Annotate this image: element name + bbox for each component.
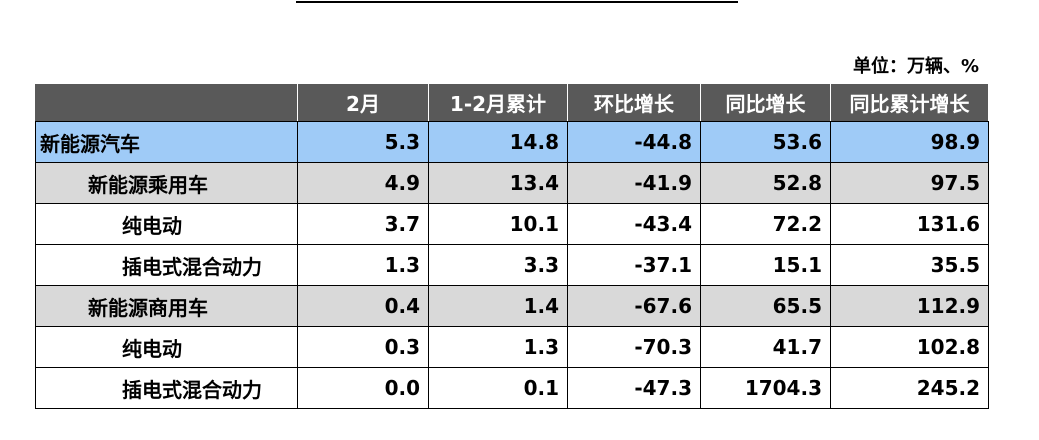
row-label: 插电式混合动力	[35, 367, 298, 409]
value-cell: 41.7	[700, 326, 831, 368]
value-cell: -70.3	[567, 326, 701, 368]
value-cell: 5.3	[297, 121, 429, 163]
table-row: 新能源商用车 0.4 1.4 -67.6 65.5 112.9	[35, 285, 989, 327]
value-cell: 245.2	[830, 367, 989, 409]
value-cell: 97.5	[830, 162, 989, 204]
row-label: 新能源商用车	[35, 285, 298, 327]
table-row: 插电式混合动力 1.3 3.3 -37.1 15.1 35.5	[35, 244, 989, 286]
value-cell: 98.9	[830, 121, 989, 163]
value-cell: 72.2	[700, 203, 831, 245]
row-label: 纯电动	[35, 203, 298, 245]
value-cell: 1704.3	[700, 367, 831, 409]
value-cell: 14.8	[428, 121, 568, 163]
table-row: 新能源乘用车 4.9 13.4 -41.9 52.8 97.5	[35, 162, 989, 204]
header-cell: 同比增长	[700, 83, 831, 122]
header-cell	[35, 83, 298, 122]
value-cell: 3.7	[297, 203, 429, 245]
value-cell: -67.6	[567, 285, 701, 327]
value-cell: 10.1	[428, 203, 568, 245]
value-cell: 0.3	[297, 326, 429, 368]
table-row: 纯电动 0.3 1.3 -70.3 41.7 102.8	[35, 326, 989, 368]
value-cell: 3.3	[428, 244, 568, 286]
value-cell: 15.1	[700, 244, 831, 286]
value-cell: 1.4	[428, 285, 568, 327]
header-cell: 2月	[297, 83, 429, 122]
value-cell: 35.5	[830, 244, 989, 286]
row-label: 新能源乘用车	[35, 162, 298, 204]
header-cell: 1-2月累计	[428, 83, 568, 122]
unit-label: 单位：万辆、%	[852, 56, 979, 77]
row-label: 新能源汽车	[35, 121, 298, 163]
value-cell: 53.6	[700, 121, 831, 163]
header-cell: 环比增长	[567, 83, 701, 122]
table-row: 插电式混合动力 0.0 0.1 -47.3 1704.3 245.2	[35, 367, 989, 409]
row-label: 纯电动	[35, 326, 298, 368]
value-cell: 52.8	[700, 162, 831, 204]
value-cell: 13.4	[428, 162, 568, 204]
value-cell: 1.3	[428, 326, 568, 368]
row-label: 插电式混合动力	[35, 244, 298, 286]
table-row: 新能源汽车 5.3 14.8 -44.8 53.6 98.9	[35, 121, 989, 163]
value-cell: -41.9	[567, 162, 701, 204]
title-underline	[296, 1, 738, 3]
table-row: 纯电动 3.7 10.1 -43.4 72.2 131.6	[35, 203, 989, 245]
data-table: 2月 1-2月累计 环比增长 同比增长 同比累计增长 新能源汽车 5.3 14.8 -44.8…	[35, 83, 989, 409]
value-cell: 0.1	[428, 367, 568, 409]
value-cell: 1.3	[297, 244, 429, 286]
value-cell: 0.0	[297, 367, 429, 409]
value-cell: 112.9	[830, 285, 989, 327]
value-cell: 0.4	[297, 285, 429, 327]
value-cell: -37.1	[567, 244, 701, 286]
header-cell: 同比累计增长	[830, 83, 989, 122]
value-cell: -43.4	[567, 203, 701, 245]
value-cell: -44.8	[567, 121, 701, 163]
value-cell: 4.9	[297, 162, 429, 204]
header-row: 2月 1-2月累计 环比增长 同比增长 同比累计增长	[35, 83, 989, 122]
value-cell: 65.5	[700, 285, 831, 327]
value-cell: 131.6	[830, 203, 989, 245]
value-cell: 102.8	[830, 326, 989, 368]
value-cell: -47.3	[567, 367, 701, 409]
